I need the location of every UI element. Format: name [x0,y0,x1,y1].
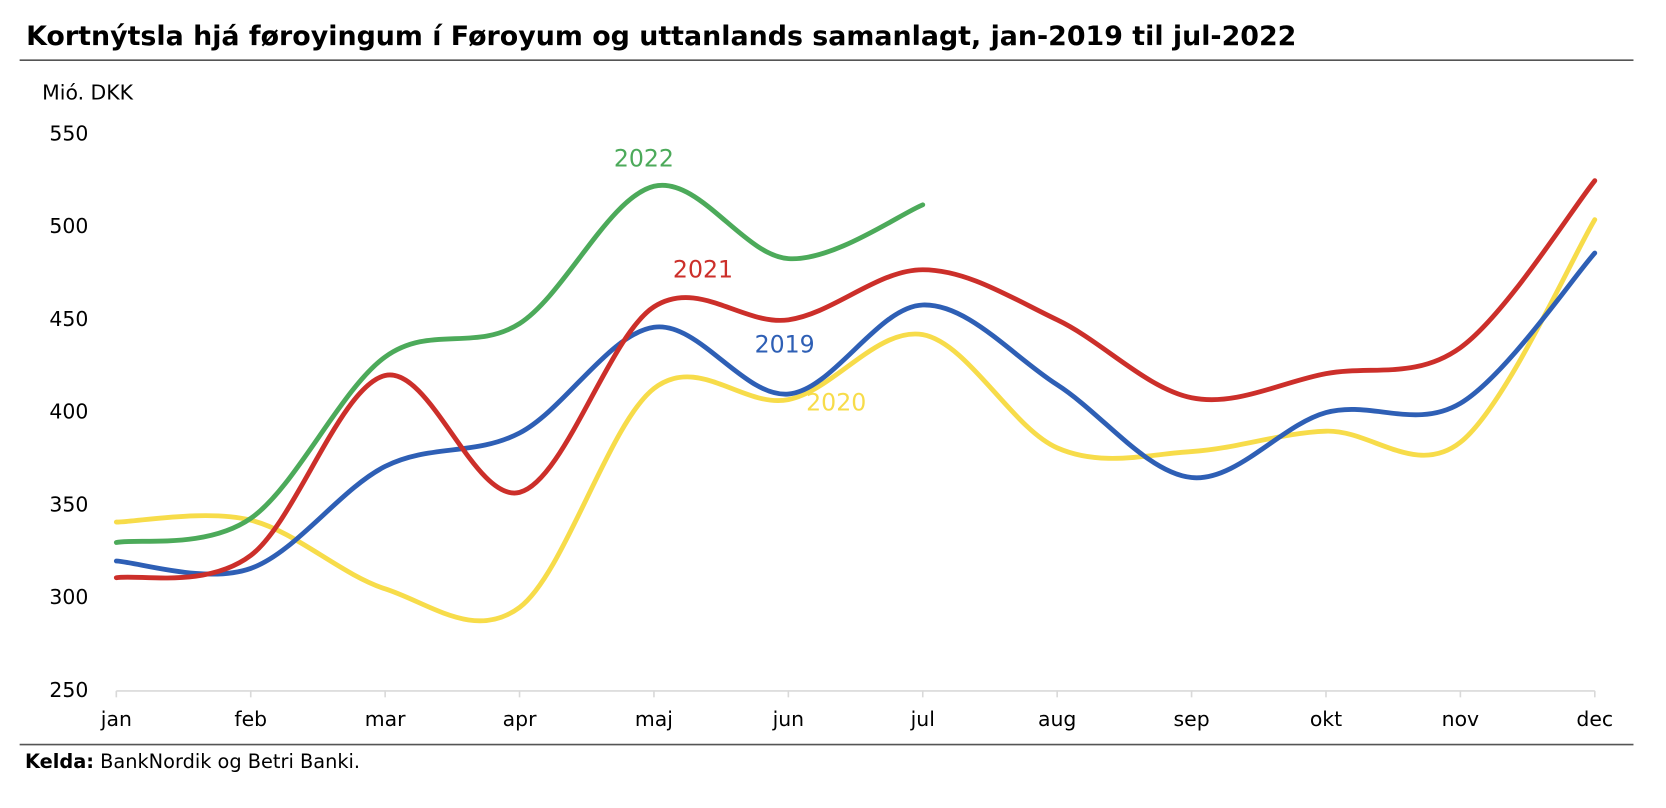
x-tick-label: aug [1038,707,1076,731]
x-tick-label: nov [1442,707,1480,731]
x-tick-label: jul [910,707,935,731]
source-label: Kelda: [25,749,94,772]
series-line [113,217,1598,624]
source-text: BankNordik og Betri Banki. [100,749,360,772]
y-tick-label: 400 [49,400,88,424]
y-tick-label: 500 [49,214,88,238]
y-tick-label: 300 [49,585,88,609]
y-tick-label: 250 [49,678,88,702]
y-axis-label: Mió. DKK [42,80,133,104]
x-tick-label: dec [1576,707,1613,731]
x-tick-label: mar [365,707,406,731]
x-tick-label: jan [100,707,132,731]
series-line [113,250,1598,577]
x-tick-label: apr [503,707,537,731]
series-line [113,182,926,545]
x-tick-label: okt [1310,707,1342,731]
series-label: 2021 [673,255,733,283]
y-tick-label: 450 [49,307,88,331]
x-tick-label: maj [635,707,673,731]
series-line [113,178,1598,581]
y-tick-label: 350 [49,492,88,516]
y-tick-label: 550 [49,121,88,145]
chart-title: Kortnýtsla hjá føroyingum í Føroyum og u… [26,21,1296,52]
x-tick-label: jun [772,707,805,731]
source: Kelda: BankNordik og Betri Banki. [25,749,360,772]
series-label: 2022 [614,145,674,173]
x-tick-label: sep [1174,707,1210,731]
x-tick-label: feb [234,707,267,731]
series-label: 2020 [806,389,866,417]
series-label: 2019 [755,330,815,358]
